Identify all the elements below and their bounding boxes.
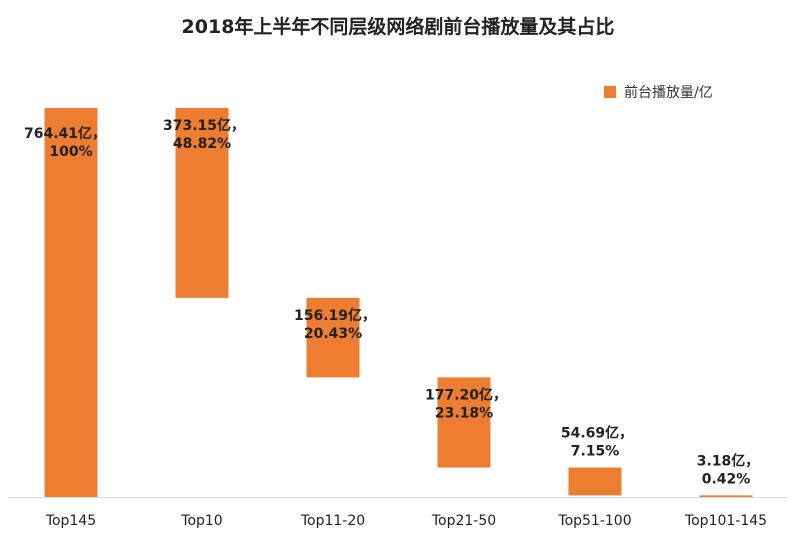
bar-top10	[175, 108, 229, 298]
data-label-percent: 23.18%	[435, 405, 493, 421]
data-label-value: 764.41亿，	[24, 125, 106, 142]
data-label-percent: 20.43%	[304, 326, 362, 342]
chart-title: 2018年上半年不同层级网络剧前台播放量及其占比	[181, 16, 615, 38]
data-label-value: 3.18亿，	[697, 452, 760, 469]
bar-top11-20	[306, 297, 360, 378]
x-tick-label: Top21-50	[431, 513, 496, 529]
bar-top51-100	[568, 467, 622, 496]
data-label-value: 177.20亿，	[425, 386, 507, 403]
x-tick-label: Top101-145	[684, 513, 767, 529]
data-label-percent: 100%	[49, 144, 92, 160]
data-label-percent: 0.42%	[702, 471, 751, 487]
x-tick-label: Top51-100	[557, 513, 631, 529]
legend-swatch	[604, 86, 616, 98]
data-label-percent: 7.15%	[571, 444, 620, 460]
data-label-value: 156.19亿，	[294, 307, 376, 324]
data-label-percent: 48.82%	[173, 136, 231, 152]
x-tick-label: Top10	[180, 513, 222, 529]
bar-top21-50	[437, 377, 491, 468]
x-tick-label: Top145	[45, 513, 96, 529]
data-label-value: 373.15亿，	[163, 117, 245, 134]
legend-label: 前台播放量/亿	[624, 85, 713, 101]
bar-top145	[44, 108, 98, 497]
data-label-value: 54.69亿，	[561, 425, 633, 442]
chart-legend: 前台播放量/亿	[604, 84, 713, 101]
x-tick-label: Top11-20	[300, 513, 365, 529]
bar-top101-145	[699, 495, 753, 497]
